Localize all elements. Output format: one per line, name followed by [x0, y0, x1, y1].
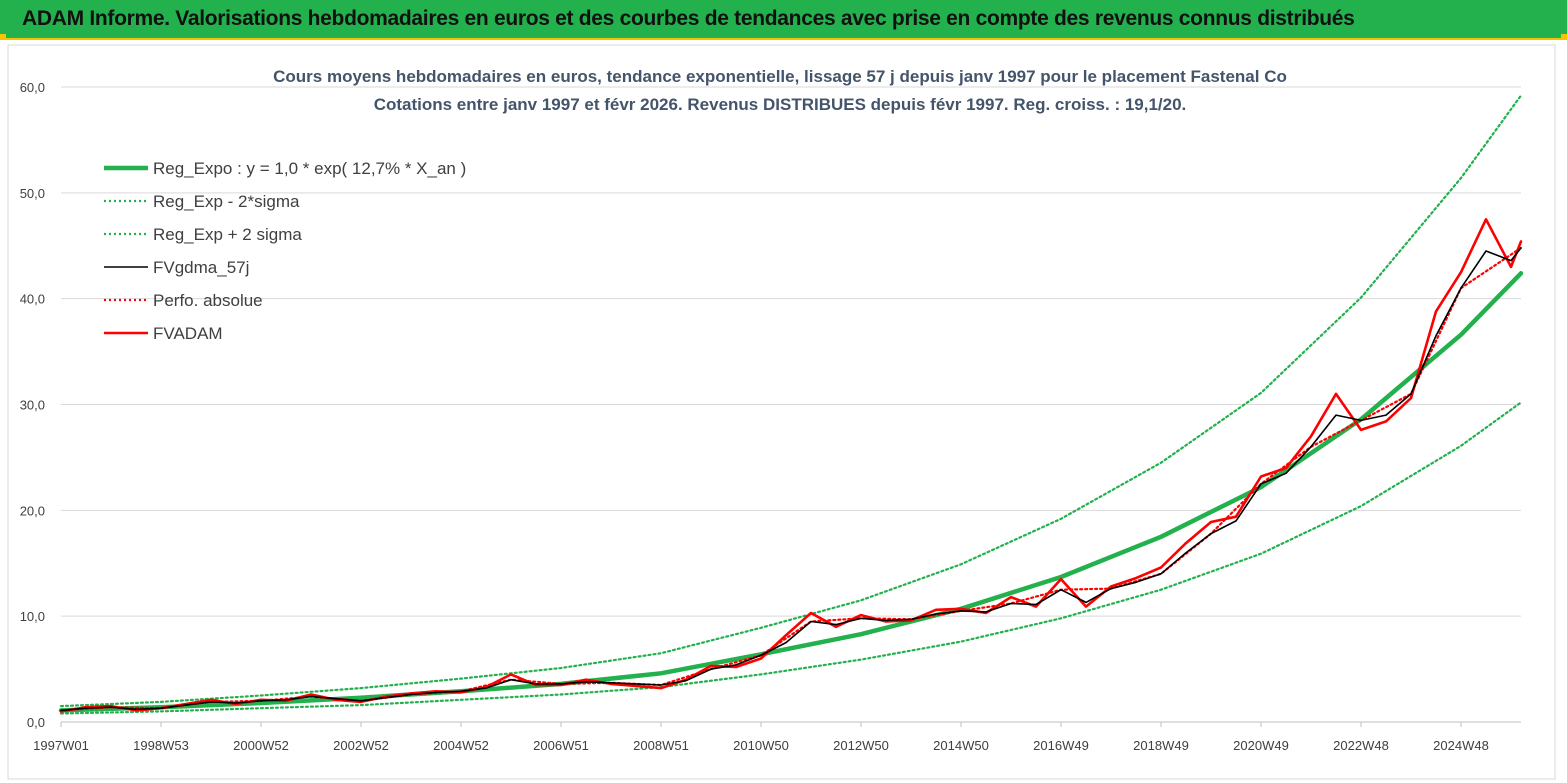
chart-subtitle: Cotations entre janv 1997 et févr 2026. … — [374, 95, 1187, 114]
x-tick-label: 1998W53 — [133, 738, 189, 753]
series-line — [58, 271, 1524, 713]
legend-label: Reg_Exp + 2 sigma — [153, 225, 302, 244]
x-tick-label: 2000W52 — [233, 738, 289, 753]
gridlines — [61, 86, 1521, 723]
x-tick-label: 2002W52 — [333, 738, 389, 753]
series-lines — [58, 94, 1524, 715]
x-tick-label: 2010W50 — [733, 738, 789, 753]
x-axis-ticks: 1997W01 1998W53 2000W52 2002W52 2004W52 2006W… — [33, 722, 1489, 753]
x-tick-label: 2024W48 — [1433, 738, 1489, 753]
x-tick-label: 2012W50 — [833, 738, 889, 753]
y-axis-ticks: 0,0 10,0 20,0 30,0 40,0 50,0 60,0 — [20, 80, 45, 730]
chart-title: Cours moyens hebdomadaires en euros, ten… — [273, 67, 1287, 86]
header-banner: ADAM Informe. Valorisations hebdomadaire… — [0, 0, 1567, 40]
page-title: ADAM Informe. Valorisations hebdomadaire… — [22, 7, 1355, 30]
x-tick-label: 1997W01 — [33, 738, 89, 753]
chart-area: 0,0 10,0 20,0 30,0 40,0 50,0 60,0 1997W01 1998W… — [0, 40, 1567, 783]
corner-mark — [1561, 34, 1567, 40]
y-tick-label: 40,0 — [20, 292, 45, 307]
y-tick-label: 50,0 — [20, 186, 45, 201]
legend-label: Reg_Expo : y = 1,0 * exp( 12,7% * X_an ) — [153, 159, 466, 178]
y-tick-label: 20,0 — [20, 503, 45, 518]
x-tick-label: 2008W51 — [633, 738, 689, 753]
y-tick-label: 10,0 — [20, 609, 45, 624]
corner-mark — [0, 34, 6, 40]
y-tick-label: 60,0 — [20, 80, 45, 95]
legend: Reg_Expo : y = 1,0 * exp( 12,7% * X_an )… — [104, 159, 466, 343]
x-tick-label: 2014W50 — [933, 738, 989, 753]
legend-label: FVADAM — [153, 324, 223, 343]
series-line — [59, 218, 1523, 713]
y-tick-label: 0,0 — [27, 715, 45, 730]
y-tick-label: 30,0 — [20, 398, 45, 413]
weekly-valuation-chart: 0,0 10,0 20,0 30,0 40,0 50,0 60,0 1997W01 1998W… — [7, 44, 1556, 780]
x-tick-label: 2018W49 — [1133, 738, 1189, 753]
legend-label: FVgdma_57j — [153, 258, 249, 277]
x-tick-label: 2020W49 — [1233, 738, 1289, 753]
legend-label: Reg_Exp - 2*sigma — [153, 192, 300, 211]
legend-label: Perfo. absolue — [153, 291, 263, 310]
x-tick-label: 2006W51 — [533, 738, 589, 753]
x-tick-label: 2016W49 — [1033, 738, 1089, 753]
chart-border — [7, 44, 1556, 780]
series-line — [60, 247, 1522, 712]
x-tick-label: 2004W52 — [433, 738, 489, 753]
x-tick-label: 2022W48 — [1333, 738, 1389, 753]
series-line — [59, 401, 1523, 715]
